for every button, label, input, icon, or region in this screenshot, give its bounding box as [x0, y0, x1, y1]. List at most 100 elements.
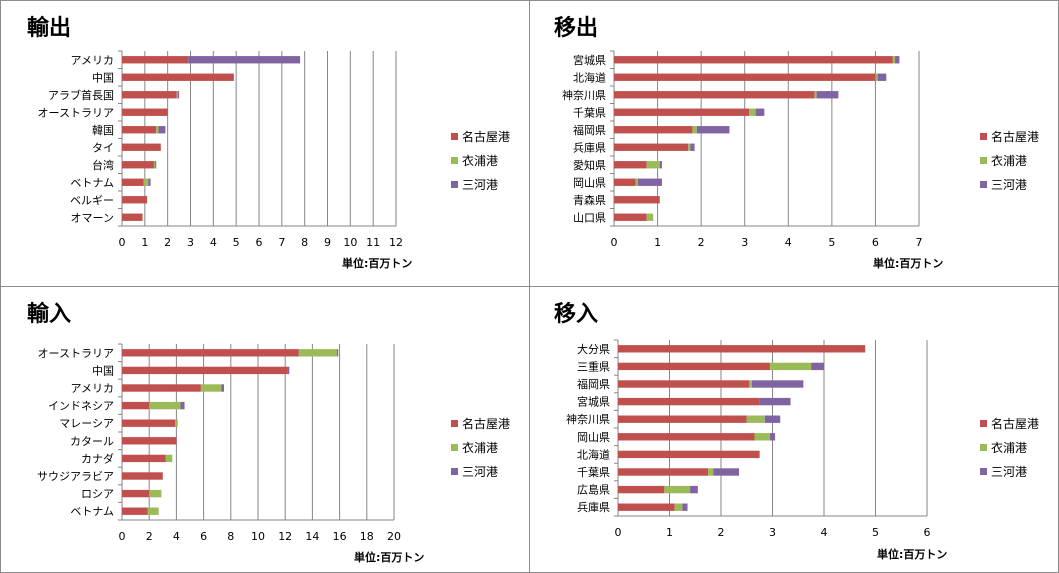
- bar-segment: [688, 143, 691, 151]
- bar-segment: [177, 91, 180, 99]
- bar-segment: [614, 56, 893, 64]
- legend-swatch: [980, 181, 987, 188]
- category-label: 広島県: [577, 483, 610, 497]
- unit-label: 単位:百万トン: [354, 550, 424, 564]
- bar-segment: [122, 196, 148, 204]
- category-label: インドネシア: [48, 400, 114, 413]
- bar-segment: [122, 489, 150, 498]
- legend-label: 三河港: [991, 465, 1027, 479]
- category-label: 台湾: [92, 158, 114, 172]
- bar-segment: [122, 419, 176, 427]
- unit-label: 単位:百万トン: [877, 547, 947, 561]
- legend-swatch: [980, 157, 987, 164]
- panel-domestic-in: 移入 0 1 2 3 4 5 6 大分県 三重県 福岡県 宮城県 神奈川県 岡山県 北海道 千葉県 広島県 兵庫県…: [529, 286, 1059, 573]
- bar-segment: [122, 472, 163, 480]
- x-tick-label: 2: [718, 526, 725, 539]
- legend-label: 三河港: [462, 178, 498, 192]
- legend-swatch: [451, 468, 458, 475]
- category-label: 韓国: [92, 124, 114, 137]
- bar-chart: 輸出0 1 2 3 4 5 6 7 8 9 10 11 12アメリカ中国アラブ首長国オーストラリア韓国タ…: [27, 15, 510, 270]
- bar-segment: [614, 143, 689, 151]
- x-tick-label: 5: [233, 236, 240, 249]
- bar-segment: [682, 503, 688, 511]
- bar-segment: [811, 362, 824, 371]
- bar-segment: [895, 56, 900, 64]
- x-tick-label: 20: [387, 530, 401, 543]
- bar-segment: [158, 126, 166, 134]
- bar-segment: [769, 362, 812, 371]
- bar-segment: [614, 196, 660, 204]
- category-label: 福岡県: [573, 123, 606, 137]
- bar-segment: [122, 108, 168, 116]
- bar-segment: [635, 178, 638, 186]
- bar-segment: [156, 126, 159, 134]
- bar-segment: [877, 73, 887, 81]
- bar-segment: [892, 56, 896, 64]
- legend-label: 衣浦港: [462, 440, 498, 455]
- bar-segment: [816, 91, 839, 99]
- bar-segment: [165, 454, 173, 463]
- category-label: 岡山県: [573, 176, 606, 189]
- x-tick-label: 10: [251, 530, 265, 543]
- legend-swatch: [451, 157, 458, 164]
- x-tick-label: 4: [785, 236, 792, 249]
- category-label: 大分県: [577, 342, 610, 356]
- bar-segment: [875, 73, 878, 81]
- bar-segment: [188, 56, 301, 64]
- x-tick-label: 3: [741, 236, 748, 249]
- bar-segment: [764, 415, 781, 423]
- category-label: 北海道: [577, 447, 610, 461]
- x-tick-label: 1: [666, 526, 673, 539]
- bar-segment: [122, 507, 148, 515]
- bar-segment: [618, 433, 755, 441]
- bar-segment: [614, 126, 693, 134]
- bar-segment: [122, 56, 189, 64]
- legend-swatch: [980, 133, 987, 140]
- legend-label: 三河港: [991, 178, 1027, 192]
- bar-segment: [176, 91, 178, 99]
- x-tick-label: 6: [924, 526, 931, 539]
- x-tick-label: 1: [654, 236, 661, 249]
- x-tick-label: 0: [119, 236, 126, 249]
- x-tick-label: 11: [366, 236, 380, 249]
- x-tick-label: 0: [611, 236, 618, 249]
- bar-segment: [122, 91, 177, 99]
- bar-segment: [221, 384, 224, 392]
- x-tick-label: 4: [821, 526, 828, 539]
- x-tick-label: 6: [872, 236, 879, 249]
- chart-title: 輸出: [27, 15, 71, 41]
- bar-segment: [122, 73, 234, 81]
- x-tick-label: 7: [278, 236, 285, 249]
- x-tick-label: 3: [187, 236, 194, 249]
- bar-segment: [749, 380, 752, 388]
- category-label: 神奈川県: [566, 412, 610, 426]
- bar-segment: [618, 345, 866, 353]
- legend-swatch: [980, 468, 987, 475]
- category-label: 宮城県: [573, 53, 606, 67]
- x-tick-label: 0: [119, 530, 126, 543]
- x-tick-label: 18: [360, 530, 374, 543]
- bar-segment: [754, 433, 770, 441]
- bar-segment: [614, 73, 876, 81]
- legend-label: 衣浦港: [991, 440, 1027, 455]
- category-label: 中国: [92, 364, 114, 377]
- x-tick-label: 8: [227, 530, 234, 543]
- x-tick-label: 14: [305, 530, 319, 543]
- legend-label: 名古屋港: [991, 129, 1039, 144]
- x-tick-label: 7: [916, 236, 923, 249]
- chart-title: 移出: [554, 15, 598, 41]
- bar-chart: 輸入 0 2 4 6 8 10 12 14 16 18 20 オーストラリア中国アメリカインドネシアマレ…: [27, 301, 510, 564]
- category-label: 青森県: [573, 193, 606, 207]
- bar-segment: [696, 126, 730, 134]
- category-label: オーストラリア: [38, 347, 114, 360]
- x-tick-label: 2: [164, 236, 171, 249]
- category-label: 神奈川県: [562, 88, 606, 102]
- x-tick-label: 5: [828, 236, 835, 249]
- bar-segment: [155, 161, 157, 169]
- x-tick-label: 6: [256, 236, 263, 249]
- bar-segment: [122, 349, 299, 357]
- bar-segment: [690, 485, 698, 494]
- bar-segment: [200, 384, 222, 392]
- bar-segment: [614, 161, 647, 169]
- category-label: マレーシア: [59, 417, 114, 430]
